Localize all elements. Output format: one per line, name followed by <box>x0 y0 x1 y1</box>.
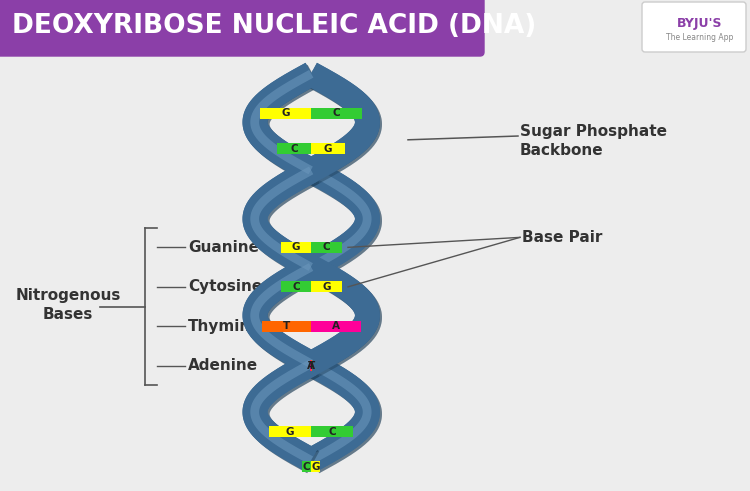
Text: Guanine: Guanine <box>188 240 259 255</box>
Bar <box>311 462 320 472</box>
Bar <box>311 360 312 371</box>
Bar <box>311 426 353 437</box>
Text: BYJU'S: BYJU'S <box>677 17 723 29</box>
FancyBboxPatch shape <box>0 0 484 56</box>
Text: C: C <box>333 109 340 118</box>
Bar <box>311 143 345 154</box>
Bar <box>280 242 311 253</box>
Bar <box>262 321 311 332</box>
Text: G: G <box>292 243 300 252</box>
Text: G: G <box>324 143 332 154</box>
Text: A: A <box>332 322 340 331</box>
Bar <box>278 143 311 154</box>
Bar <box>310 360 311 371</box>
Bar <box>269 426 311 437</box>
Text: C: C <box>292 282 300 292</box>
Text: C: C <box>303 462 310 472</box>
Bar <box>311 108 362 119</box>
Text: A: A <box>307 361 315 371</box>
Bar <box>260 108 311 119</box>
Bar <box>302 462 311 472</box>
Text: DEOXYRIBOSE NUCLEIC ACID (DNA): DEOXYRIBOSE NUCLEIC ACID (DNA) <box>12 13 536 39</box>
Text: The Learning App: The Learning App <box>666 32 734 42</box>
Text: C: C <box>322 243 331 252</box>
Text: Thymine: Thymine <box>188 319 262 334</box>
Text: Cytosine: Cytosine <box>188 279 262 295</box>
Text: Adenine: Adenine <box>188 358 258 373</box>
Bar <box>311 242 342 253</box>
Text: C: C <box>328 427 336 436</box>
Text: G: G <box>311 462 320 472</box>
Bar <box>280 281 311 292</box>
Text: G: G <box>281 109 290 118</box>
Text: G: G <box>286 427 295 436</box>
Bar <box>311 281 342 292</box>
FancyBboxPatch shape <box>642 2 746 52</box>
Text: Base Pair: Base Pair <box>522 230 602 245</box>
Text: Sugar Phosphate
Backbone: Sugar Phosphate Backbone <box>520 124 667 159</box>
Bar <box>311 321 361 332</box>
Text: G: G <box>322 282 331 292</box>
Text: T: T <box>283 322 290 331</box>
Text: C: C <box>290 143 298 154</box>
Text: T: T <box>308 361 316 371</box>
Text: Nitrogenous
Bases: Nitrogenous Bases <box>15 288 121 323</box>
